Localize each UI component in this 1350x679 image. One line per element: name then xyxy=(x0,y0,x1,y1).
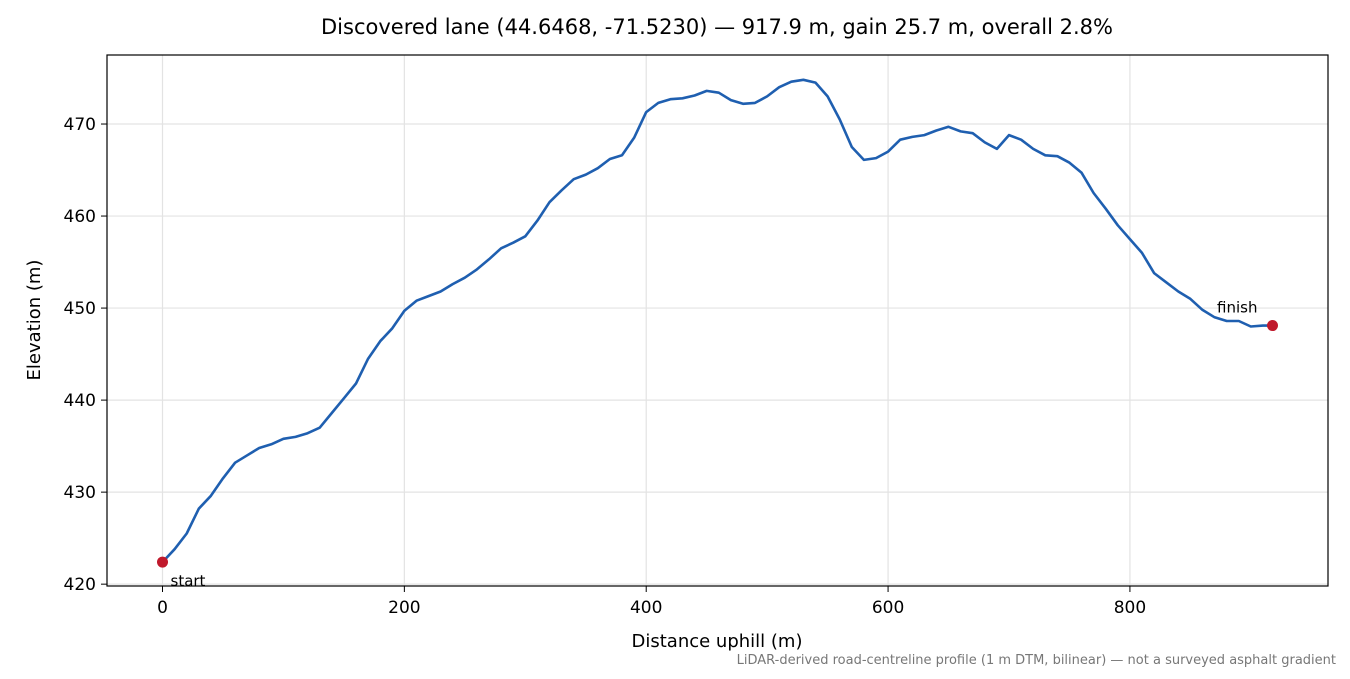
y-tick-label: 420 xyxy=(64,575,96,595)
x-tick-label: 800 xyxy=(1114,598,1146,618)
endpoint-marker xyxy=(157,556,169,568)
elevation-line xyxy=(161,78,1273,563)
endpoint-marker xyxy=(1266,320,1278,332)
footnote: LiDAR-derived road-centreline profile (1… xyxy=(737,653,1336,668)
y-tick-label: 430 xyxy=(64,483,96,503)
y-axis-label: Elevation (m) xyxy=(24,260,45,381)
y-tick-label: 440 xyxy=(64,391,96,411)
x-tick-label: 400 xyxy=(630,598,662,618)
x-axis-label: Distance uphill (m) xyxy=(632,631,803,652)
finish-label: finish xyxy=(1217,299,1257,317)
y-tick-label: 460 xyxy=(64,207,96,227)
plot-frame xyxy=(106,54,1329,587)
start-label: start xyxy=(171,572,206,590)
x-tick-label: 0 xyxy=(157,598,168,618)
x-tick-label: 600 xyxy=(872,598,904,618)
y-tick-label: 470 xyxy=(64,115,96,135)
chart-title: Discovered lane (44.6468, -71.5230) — 91… xyxy=(321,15,1113,39)
x-tick-label: 200 xyxy=(388,598,420,618)
y-tick-label: 450 xyxy=(64,299,96,319)
